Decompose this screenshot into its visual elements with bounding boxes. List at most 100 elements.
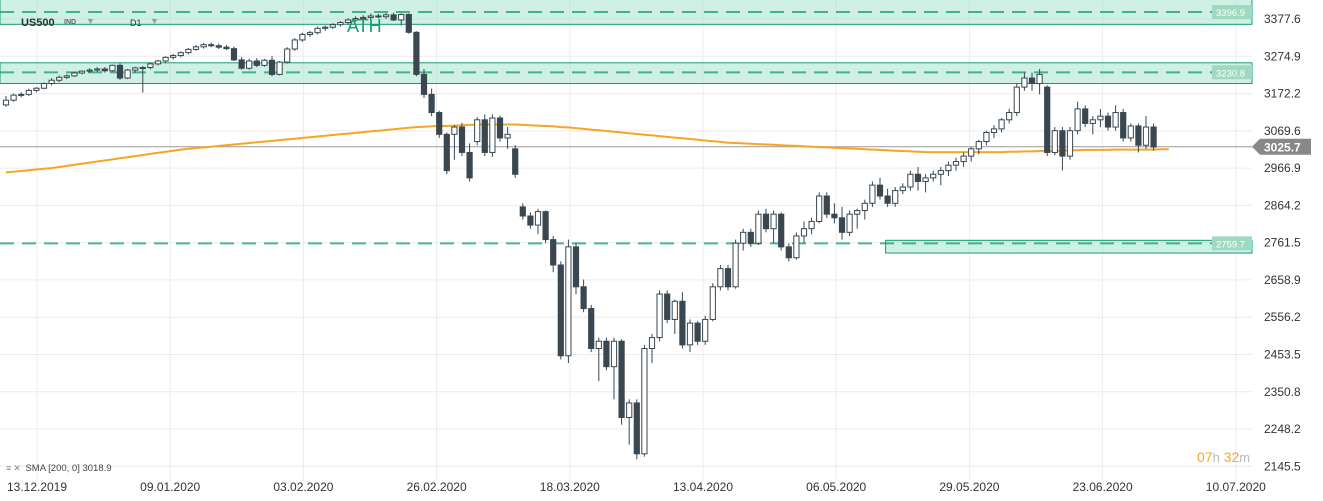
candle-body <box>572 246 580 288</box>
candle-body <box>800 228 808 237</box>
close-icon[interactable]: ✕ <box>13 463 21 473</box>
y-tick-label: 2350.8 <box>1264 385 1301 399</box>
candle-body <box>717 268 724 288</box>
candle-body <box>246 60 253 69</box>
candle-body <box>496 117 504 139</box>
level-label: 2759.7 <box>1216 239 1245 250</box>
candle-body <box>1059 130 1066 157</box>
sma-legend[interactable]: ≡ ✕ SMA [200, 0] 3018.9 <box>6 463 112 474</box>
candle-body <box>109 64 116 72</box>
candle-body <box>268 59 276 75</box>
candle-body <box>512 148 519 175</box>
candle-body <box>610 340 618 368</box>
candle-body <box>101 68 108 72</box>
candle-body <box>937 170 944 175</box>
candle-body <box>284 48 291 63</box>
candle-body <box>664 293 671 320</box>
candle-body <box>922 177 929 183</box>
candle-body <box>382 14 390 18</box>
candle-body <box>785 246 792 259</box>
x-tick-label: 03.02.2020 <box>273 480 333 494</box>
equals-icon[interactable]: ≡ <box>6 463 12 473</box>
candle-body <box>679 300 686 346</box>
y-tick-label: 2966.9 <box>1264 161 1301 175</box>
candle-body <box>740 231 747 244</box>
candle-body <box>823 195 830 215</box>
x-tick-label: 13.12.2019 <box>7 480 67 494</box>
candle-body <box>154 60 162 65</box>
level-zone <box>885 239 1253 254</box>
symbol-label[interactable]: US500 <box>21 17 55 29</box>
candle-body <box>671 300 678 320</box>
candle-body <box>25 89 32 95</box>
y-tick-label: 3069.6 <box>1264 124 1301 138</box>
candle-body <box>458 126 466 153</box>
candle-body <box>876 184 884 197</box>
candle-body <box>405 14 412 33</box>
x-tick-label: 29.05.2020 <box>939 480 999 494</box>
candle-body <box>595 340 602 349</box>
ath-annotation: ATH <box>347 16 382 36</box>
candle-body <box>1142 126 1150 146</box>
candle-body <box>998 119 1005 130</box>
y-tick-label: 2864.2 <box>1264 198 1301 212</box>
candle-body <box>975 141 982 150</box>
candle-body <box>238 59 245 69</box>
candle-body <box>702 318 709 342</box>
level-label-bg <box>1212 65 1252 80</box>
x-tick-label: 10.07.2020 <box>1206 480 1266 494</box>
candle-body <box>481 119 488 153</box>
candle-body <box>1013 86 1020 114</box>
candle-body <box>1082 108 1089 124</box>
candle-body <box>793 235 800 259</box>
candle-body <box>641 347 648 455</box>
candle-body <box>1127 125 1134 139</box>
candle-body <box>337 22 344 26</box>
level-label-bg <box>1212 5 1252 20</box>
x-tick-label: 18.03.2020 <box>540 480 600 494</box>
candle-body <box>648 337 656 349</box>
current-price-tag <box>1252 138 1311 155</box>
candle-body <box>40 82 48 89</box>
candle-body <box>1028 77 1036 84</box>
candle-body <box>1066 130 1074 157</box>
candle-body <box>86 69 93 72</box>
candle-body <box>375 15 382 18</box>
candle-body <box>694 322 701 342</box>
candle-body <box>892 190 899 204</box>
bar-countdown: 07h 32m <box>1197 449 1250 465</box>
candle-body <box>869 184 876 204</box>
chevron-down-icon[interactable]: ▼ <box>86 16 95 26</box>
candle-body <box>1074 108 1081 132</box>
candle-body <box>550 239 557 266</box>
candle-body <box>299 33 306 41</box>
timeframe-selector[interactable]: D1 <box>130 18 142 28</box>
candle-body <box>542 211 549 241</box>
x-tick-label: 06.05.2020 <box>806 480 866 494</box>
candle-body <box>33 87 40 91</box>
candle-body <box>747 231 754 244</box>
y-tick-label: 3172.2 <box>1264 87 1301 101</box>
x-tick-label: 09.01.2020 <box>140 480 200 494</box>
level-label: 3230.8 <box>1216 68 1245 79</box>
candle-body <box>952 161 960 166</box>
candle-body <box>519 206 526 217</box>
candle-body <box>162 56 169 62</box>
chevron-down-icon[interactable]: ▼ <box>150 16 159 26</box>
candle-body <box>1104 115 1112 128</box>
candle-body <box>291 39 298 50</box>
countdown-minutes: 32 <box>1223 449 1240 465</box>
candle-body <box>344 19 352 24</box>
x-tick-label: 13.04.2020 <box>673 480 733 494</box>
candle-body <box>78 70 86 74</box>
countdown-hours: 07 <box>1197 449 1213 465</box>
candle-body <box>428 93 435 114</box>
candle-body <box>778 213 785 248</box>
candle-body <box>413 31 420 75</box>
candle-body <box>656 293 663 339</box>
candle-body <box>360 16 367 20</box>
candle-body <box>329 24 336 28</box>
candle-body <box>48 79 55 84</box>
